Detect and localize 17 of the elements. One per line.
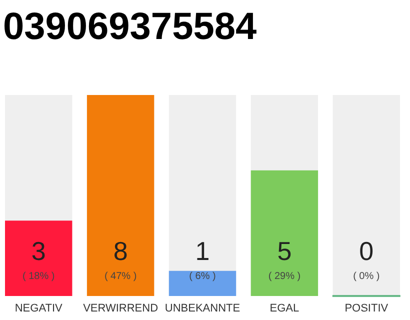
annotation: ( 47% ) bbox=[104, 271, 137, 282]
data-label: 5 bbox=[277, 236, 292, 266]
annotation: ( 0% ) bbox=[353, 271, 380, 282]
annotation: ( 29% ) bbox=[268, 271, 301, 282]
bar bbox=[168, 270, 236, 296]
x-tick-label: POSITIV bbox=[344, 302, 389, 314]
chart-title: 039069375584 bbox=[3, 6, 257, 48]
data-label: 8 bbox=[113, 236, 128, 266]
data-label: 1 bbox=[195, 236, 210, 266]
x-tick-label: NEGATIV bbox=[14, 302, 63, 314]
x-tick-label: EGAL bbox=[270, 302, 300, 314]
annotation: ( 6% ) bbox=[189, 271, 216, 282]
data-label: 0 bbox=[359, 236, 374, 266]
data-label: 3 bbox=[31, 236, 46, 266]
annotation: ( 18% ) bbox=[22, 271, 55, 282]
x-tick-label: UNBEKANNTE bbox=[164, 302, 240, 314]
x-tick-label: VERWIRREND bbox=[83, 302, 158, 314]
